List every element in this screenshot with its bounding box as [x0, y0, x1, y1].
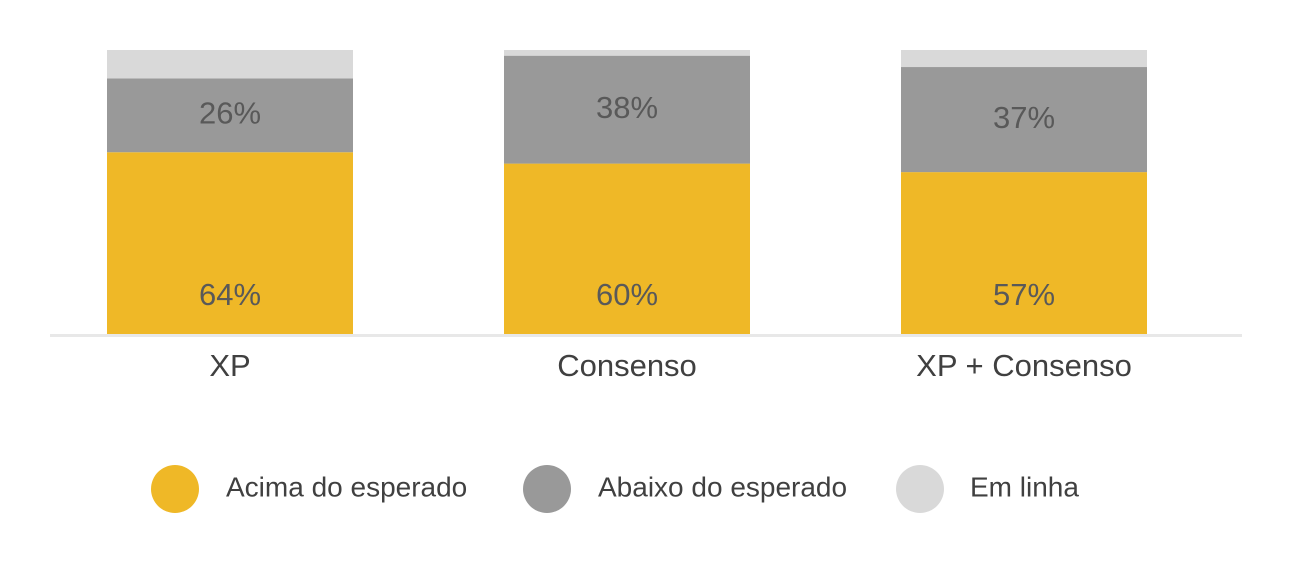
data-label-xp-acima-do-esperado: 64%	[199, 277, 261, 312]
bar-xp-consenso-abaixo-do-esperado	[901, 67, 1147, 173]
legend-marker-em-linha	[896, 465, 944, 513]
bars-layer	[107, 50, 1147, 334]
bar-xp-consenso-em-linha	[901, 50, 1147, 68]
legend-label-acima-do-esperado: Acima do esperado	[226, 471, 467, 502]
bar-consenso-abaixo-do-esperado	[504, 55, 750, 164]
bar-consenso-em-linha	[504, 50, 750, 56]
category-label-xp: XP	[209, 348, 250, 383]
bar-xp-consenso-acima-do-esperado	[901, 172, 1147, 334]
category-label-consenso: Consenso	[557, 348, 697, 383]
category-labels-layer: XP Consenso XP + Consenso	[209, 348, 1132, 383]
data-label-xp-consenso-abaixo-do-esperado: 37%	[993, 100, 1055, 135]
legend-label-em-linha: Em linha	[970, 471, 1079, 502]
legend-label-abaixo-do-esperado: Abaixo do esperado	[598, 471, 847, 502]
category-label-xp-consenso: XP + Consenso	[916, 348, 1132, 383]
legend: Acima do esperado Abaixo do esperado Em li…	[151, 465, 1079, 513]
bar-xp-acima-do-esperado	[107, 152, 353, 334]
bar-xp-abaixo-do-esperado	[107, 78, 353, 153]
data-label-consenso-acima-do-esperado: 60%	[596, 277, 658, 312]
legend-marker-abaixo-do-esperado	[523, 465, 571, 513]
bar-labels-layer: 64% 26% 60% 38% 57% 37%	[199, 90, 1055, 312]
bar-xp-em-linha	[107, 50, 353, 79]
data-label-xp-consenso-acima-do-esperado: 57%	[993, 277, 1055, 312]
data-label-consenso-abaixo-do-esperado: 38%	[596, 90, 658, 125]
legend-marker-acima-do-esperado	[151, 465, 199, 513]
bar-consenso-acima-do-esperado	[504, 163, 750, 334]
data-label-xp-abaixo-do-esperado: 26%	[199, 96, 261, 131]
